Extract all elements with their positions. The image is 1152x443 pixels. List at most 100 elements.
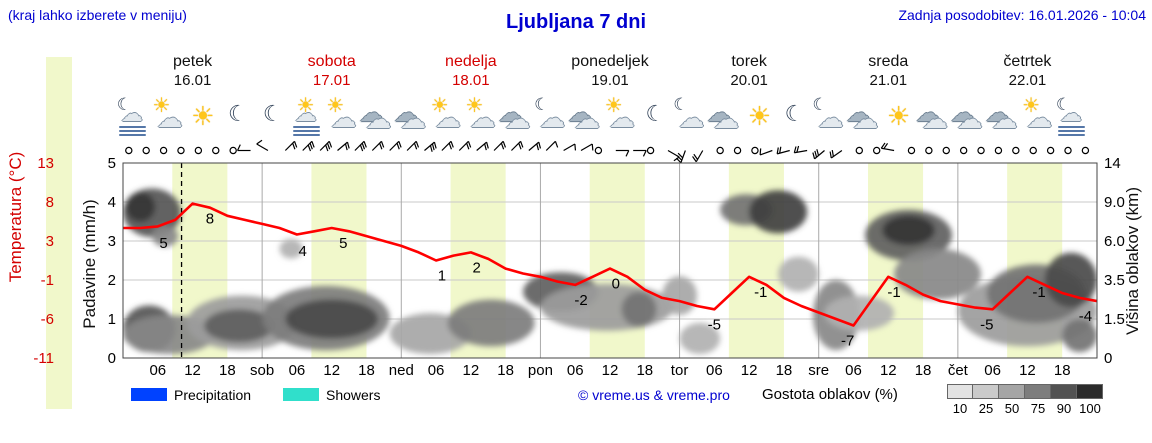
density-tick-label: 25 — [978, 401, 994, 416]
day-abbrev-label: sre — [808, 362, 830, 379]
hour-tick-label: 18 — [219, 362, 236, 379]
cloud-blob — [204, 309, 274, 343]
x-axis-labels: 06 12 18 06 12 18 06 12 18 06 12 18 06 12 18 06 12 18 06 12… — [0, 362, 1152, 380]
wind-barb — [389, 140, 402, 151]
wind-barb — [580, 143, 594, 152]
hour-tick-label: 18 — [1053, 362, 1071, 379]
temperature-line — [123, 202, 1097, 327]
cloud-blob — [679, 322, 721, 355]
legend-bar: Precipitation Showers © vreme.us & vreme… — [0, 384, 1152, 420]
cloud-glyph: ☁ — [991, 104, 1018, 134]
temperature-value-label: 5 — [159, 235, 167, 252]
cloud-glyph: ☁ — [294, 101, 317, 126]
sun-glyph: ☀ — [191, 101, 215, 131]
wind-barb — [441, 140, 454, 151]
wind-barb — [880, 142, 895, 152]
weather-icon-moon: ☾ — [254, 96, 290, 138]
cloud-blob — [151, 225, 179, 247]
wind-calm-marker — [925, 146, 933, 155]
temperature-tick: 8 — [46, 194, 54, 211]
wind-calm-marker — [733, 146, 742, 155]
showers-legend-label: Showers — [326, 387, 381, 403]
wind-barb — [424, 141, 437, 152]
cloud-glyph: ☁ — [1026, 103, 1053, 133]
fog-lines — [292, 124, 320, 138]
day-headers-row: petek 16.01 sobota 17.01 nedelja 18.01 ponedel… — [0, 52, 1152, 96]
wind-calm-marker — [942, 146, 950, 155]
hour-tick-label: 06 — [706, 362, 723, 379]
wind-calm-marker — [646, 146, 655, 155]
wind-barb — [354, 140, 367, 152]
cloud-glyph: ☁ — [956, 104, 983, 134]
weather-icon-partly: ☀ ☁ — [323, 96, 359, 138]
weather-icon-fog-night: ☾ ☁ — [1054, 96, 1090, 138]
wind-calm-marker — [959, 146, 968, 155]
wind-barb — [675, 150, 686, 164]
wind-barb — [337, 141, 350, 151]
precipitation-tick: 2 — [108, 272, 116, 289]
wind-barb — [528, 141, 542, 151]
day-date: 20.01 — [730, 72, 768, 89]
cloud-density-legend-label: Gostota oblakov (%) — [762, 386, 898, 403]
weather-icon-cloudy: ☁ ☁ — [497, 96, 533, 138]
wind-calm-marker — [751, 146, 759, 155]
precipitation-tick: 5 — [108, 155, 116, 172]
density-swatch — [1051, 384, 1077, 399]
last-update-text: Zadnja posodobitev: 16.01.2026 - 10:04 — [898, 7, 1146, 23]
weather-icon-partly: ☀ ☁ — [428, 96, 464, 138]
temperature-tick: 3 — [46, 233, 54, 250]
moon-glyph: ☾ — [812, 95, 828, 114]
sun-glyph: ☀ — [296, 95, 315, 117]
wind-barb — [371, 140, 385, 151]
wind-barb — [776, 146, 790, 155]
cloud-glyph: ☁ — [678, 103, 705, 133]
density-tick-label: 75 — [1030, 401, 1046, 416]
cloud-glyph: ☁ — [504, 104, 531, 134]
weather-icon-partly: ☀ ☁ — [149, 96, 185, 138]
wind-barb — [493, 140, 507, 151]
weather-icon-cloudy: ☁ ☁ — [845, 96, 881, 138]
credit-link[interactable]: © vreme.us & vreme.pro — [578, 387, 730, 403]
weather-icons-row: ☾ ☁ ☀ ☁ ☀ ☾ ☾ ☀ ☁ ☀ ☁ ☁ ☁ ☁ ☁ ☀ ☁ ☀ ☁ ☁ ☁ ☾ ☁ ☁ ☁ ☀ ☁ ☾ ☾ ☁ ☁ ☁ ☀ ☾ ☾ ☁ ☁ ☁ ☀ ☁… — [0, 96, 1152, 140]
wind-calm-marker — [907, 146, 916, 155]
cloud-glyph: ☁ — [330, 103, 357, 133]
weather-icon-fog-night: ☾ ☁ — [115, 96, 151, 138]
temperature-value-label: 1 — [438, 268, 446, 285]
wind-barb — [692, 150, 704, 163]
menu-hint: (kraj lahko izberete v meniju) — [8, 7, 187, 23]
wind-calm-marker — [142, 146, 150, 155]
wind-barb — [406, 140, 420, 151]
hour-tick-label: 12 — [462, 362, 480, 379]
cloud-blob — [1044, 252, 1097, 308]
temperature-value-label: 5 — [339, 235, 347, 252]
cloud-glyph: ☁ — [1059, 101, 1082, 126]
temperature-value-label: -7 — [841, 333, 854, 350]
weather-icon-moon-cloud: ☾ ☁ — [810, 96, 846, 138]
weather-icon-partly: ☀ ☁ — [463, 96, 499, 138]
day-date: 17.01 — [312, 72, 351, 89]
cloud-blob — [824, 295, 895, 331]
day-name: torek — [731, 53, 767, 70]
precipitation-tick: 1 — [108, 311, 116, 328]
hour-tick-label: 12 — [879, 362, 897, 379]
left-accent-strip — [46, 57, 72, 409]
cloudb-glyph: ☁ — [915, 100, 940, 127]
sun-glyph: ☀ — [886, 101, 911, 131]
wind-barb — [458, 140, 472, 151]
moon-glyph: ☾ — [262, 101, 283, 126]
wind-calm-marker — [977, 146, 985, 155]
cloud-glyph: ☁ — [120, 101, 143, 126]
cloud-blob — [125, 192, 155, 222]
day-header: ponedeljek 19.01 — [571, 52, 648, 91]
sun-glyph: ☀ — [465, 95, 484, 117]
cloud-glyph: ☁ — [852, 104, 879, 134]
weather-icon-cloudy: ☁ ☁ — [984, 96, 1020, 138]
cloud-height-tick: 3.5 — [1104, 272, 1125, 289]
wind-calm-marker — [1081, 146, 1090, 155]
cloud-blob — [279, 239, 303, 259]
wind-calm-marker — [194, 146, 203, 155]
hour-tick-label: 18 — [358, 362, 375, 379]
hour-tick-label: 12 — [184, 362, 201, 379]
hour-tick-label: 12 — [740, 362, 758, 379]
day-header: sobota 17.01 — [308, 52, 356, 91]
